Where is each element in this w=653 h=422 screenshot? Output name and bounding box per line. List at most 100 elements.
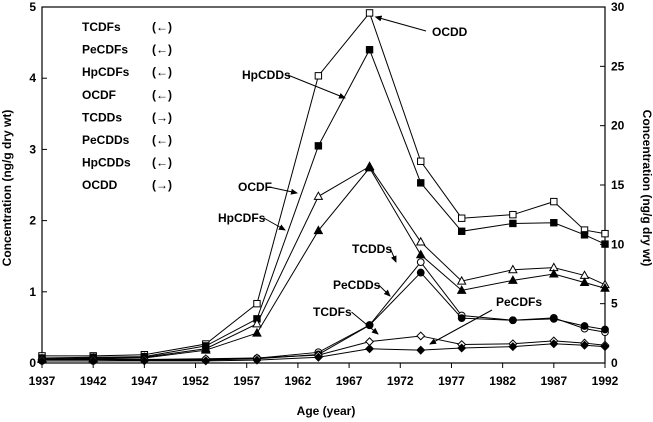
y-right-tick-label: 20 xyxy=(611,119,625,133)
data-point-hpcdfs xyxy=(313,225,324,235)
legend-entry-axis-arrow: (←) xyxy=(152,65,172,79)
legend-entry-name: HpCDFs xyxy=(82,65,130,79)
y-right-tick-label: 0 xyxy=(611,356,618,370)
legend-entry-axis-arrow: (←) xyxy=(152,20,172,34)
legend-entry-axis-arrow: (→) xyxy=(152,178,172,192)
data-point-pecdfs xyxy=(139,356,149,366)
data-point-ocdd xyxy=(314,72,323,80)
legend-entry-name: PeCDFs xyxy=(82,43,128,57)
data-point-hpcdds xyxy=(417,179,425,187)
data-point-pecdfs xyxy=(201,356,211,366)
annotations: OCDD HpCDDs OCDF HpCDFs TCDDs PeCDDs TCDFs PeCD… xyxy=(218,15,542,345)
data-point-hpcdfs xyxy=(252,327,262,337)
data-point-hpcdds xyxy=(314,142,323,150)
data-point-pecdfs xyxy=(416,345,426,355)
annotation-arrow-ocdf xyxy=(269,186,298,195)
data-point-ocdd xyxy=(417,157,425,165)
x-tick-label: 1957 xyxy=(233,374,260,388)
data-point-pecdfs xyxy=(313,352,323,362)
x-tick-label: 1937 xyxy=(29,374,56,388)
data-point-ocdd xyxy=(550,197,558,206)
data-point-pecdds xyxy=(365,321,374,330)
x-tick-label: 1947 xyxy=(131,374,158,388)
annotation-arrow-tcdfs xyxy=(351,311,379,335)
data-point-pecdfs xyxy=(508,342,518,352)
legend-entry-axis-arrow: (←) xyxy=(152,156,172,170)
data-point-ocdf xyxy=(508,264,518,274)
annotation-arrow-hpcdfs xyxy=(263,217,286,231)
data-point-hpcdfs xyxy=(415,249,426,259)
y-left-tick-label: 5 xyxy=(29,0,36,14)
data-point-ocdd xyxy=(365,9,374,17)
legend-entry-name: PeCDDs xyxy=(82,133,130,147)
x-tick-label: 1972 xyxy=(387,374,414,388)
data-point-tcdfs xyxy=(416,331,426,341)
y-right-tick-label: 10 xyxy=(611,237,625,251)
legend-entry-name: OCDD xyxy=(82,178,118,192)
data-point-pecdfs xyxy=(37,356,47,366)
data-point-tcdds xyxy=(416,258,425,267)
data-point-hpcdds xyxy=(509,219,517,228)
series-line-hpcdfs xyxy=(41,167,606,360)
data-point-pecdfs xyxy=(252,355,262,365)
annotation-arrow-ocdd xyxy=(374,15,427,32)
x-tick-label: 1942 xyxy=(80,374,107,388)
data-point-ocdd xyxy=(601,229,609,238)
data-point-pecdds xyxy=(580,322,589,330)
annotation-arrow-pecdfs xyxy=(429,309,493,345)
data-point-ocdf xyxy=(252,318,262,328)
annotation-label-tcdds: TCDDs xyxy=(352,242,392,256)
y-right-tick-label: 25 xyxy=(611,59,625,73)
annotation-label-hpcdfs: HpCDFs xyxy=(218,211,266,225)
series-ocdf xyxy=(37,161,610,363)
data-point-hpcdfs xyxy=(456,285,467,294)
annotation-label-pecdfs: PeCDFs xyxy=(496,295,542,309)
series-layer xyxy=(37,9,610,366)
y-right-tick-label: 30 xyxy=(611,0,625,14)
data-point-ocdd xyxy=(457,214,466,222)
annotation-arrow-tcdds xyxy=(390,248,397,263)
annotation-label-pecdds: PeCDDs xyxy=(333,278,381,292)
annotation-arrow-pecdds xyxy=(378,284,391,297)
y-axis-right: 0 5 10 15 20 25 30 xyxy=(600,0,625,370)
data-point-pecdfs xyxy=(580,340,590,350)
data-point-pecdds xyxy=(416,268,425,277)
y-left-tick-label: 1 xyxy=(29,285,36,299)
annotation-arrow-hpcdds xyxy=(287,74,346,99)
annotation-label-ocdf: OCDF xyxy=(238,180,272,194)
data-point-hpcdds xyxy=(550,219,558,227)
data-point-pecdds xyxy=(601,325,609,334)
data-point-ocdd xyxy=(253,299,261,308)
legend-entry-name: TCDDs xyxy=(82,110,122,124)
data-point-hpcdfs xyxy=(548,268,559,278)
series-line-tcdfs xyxy=(42,335,606,360)
x-tick-label: 1982 xyxy=(489,374,516,388)
y-right-tick-label: 5 xyxy=(611,297,618,311)
y-left-tick-label: 2 xyxy=(29,214,36,228)
annotation-label-tcdfs: TCDFs xyxy=(313,305,352,319)
x-tick-label: 1992 xyxy=(592,374,619,388)
data-point-hpcdfs xyxy=(508,275,518,284)
y-axis-title-left: Concentration (ng/g dry wt) xyxy=(0,110,14,267)
legend-entry-name: TCDFs xyxy=(82,20,121,34)
legend-entry-axis-arrow: (→) xyxy=(152,110,172,124)
data-point-ocdf xyxy=(415,236,426,246)
legend-entry-name: OCDF xyxy=(82,88,116,102)
data-point-hpcdfs xyxy=(600,283,610,292)
annotation-label-ocdd: OCDD xyxy=(432,25,468,39)
data-point-pecdds xyxy=(457,314,466,323)
data-point-pecdfs xyxy=(549,339,559,349)
x-axis: 1937 1942 1947 1952 1957 1962 1967 1972 1977 1982… xyxy=(29,363,619,388)
data-point-pecdds xyxy=(508,316,517,325)
data-point-pecdds xyxy=(549,314,558,323)
data-point-pecdfs xyxy=(600,342,610,352)
legend-entry-name: HpCDDs xyxy=(82,156,131,170)
x-tick-label: 1962 xyxy=(285,374,312,388)
x-tick-label: 1952 xyxy=(182,374,209,388)
y-axis-title-right: Concentration (ng/g dry wt) xyxy=(640,110,653,267)
data-point-hpcdds xyxy=(365,46,374,54)
data-point-hpcdds xyxy=(457,227,466,235)
data-point-hpcdds xyxy=(580,231,589,239)
data-point-ocdd xyxy=(509,210,517,219)
